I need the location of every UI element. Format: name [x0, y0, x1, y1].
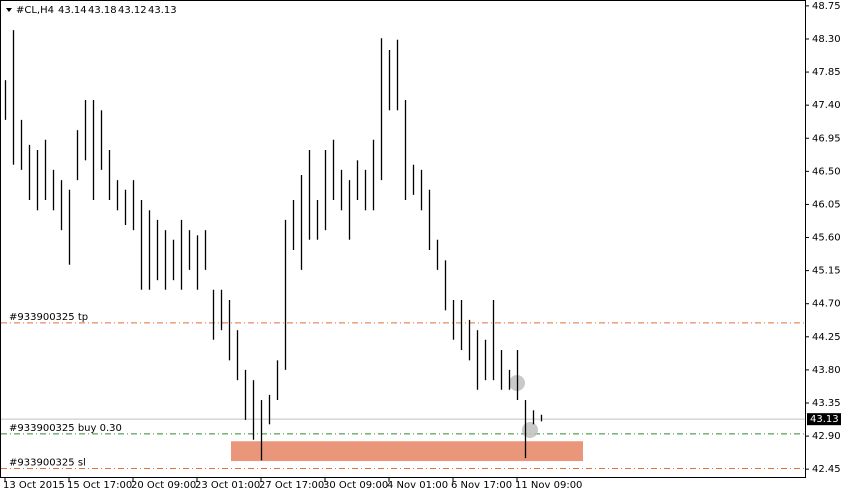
menu-arrow[interactable]	[6, 8, 12, 12]
x-tick-label: 15 Oct 17:00	[67, 480, 132, 491]
level-label: #933900325 sl	[9, 457, 86, 468]
y-tick-label: 45.60	[812, 233, 841, 244]
y-tick-label: 46.05	[812, 199, 841, 210]
header-price: 43.12	[118, 5, 147, 16]
y-tick-label: 42.45	[812, 464, 841, 475]
y-tick-label: 44.25	[812, 332, 841, 343]
x-tick-label: 20 Oct 09:00	[131, 480, 196, 491]
plot-frame	[0, 0, 806, 478]
x-tick-label: 30 Oct 09:00	[323, 480, 388, 491]
bid-label: 43.13	[810, 414, 839, 425]
y-tick-label: 47.40	[812, 100, 841, 111]
y-tick-label: 42.90	[812, 431, 841, 442]
level-label: #933900325 tp	[9, 312, 88, 323]
x-tick-label: 13 Oct 2015	[3, 480, 65, 491]
y-tick-label: 48.30	[812, 34, 841, 45]
x-tick-label: 27 Oct 17:00	[259, 480, 324, 491]
y-tick-label: 45.15	[812, 266, 841, 277]
y-tick-label: 43.80	[812, 365, 841, 376]
trade-marker	[522, 422, 538, 438]
y-tick-label: 43.35	[812, 398, 841, 409]
header-price: 43.14	[58, 5, 87, 16]
y-tick-label: 47.85	[812, 67, 841, 78]
x-tick-label: 23 Oct 01:00	[195, 480, 260, 491]
chart-title: #CL,H4	[16, 5, 54, 16]
y-tick-label: 46.95	[812, 133, 841, 144]
x-tick-label: 6 Nov 17:00	[451, 480, 512, 491]
header-price: 43.18	[88, 5, 117, 16]
level-label: #933900325 buy 0.30	[9, 423, 122, 434]
zone	[231, 441, 583, 462]
bid-box	[807, 413, 841, 426]
x-tick-label: 11 Nov 09:00	[515, 480, 582, 491]
y-tick-label: 48.75	[812, 1, 841, 12]
x-tick-label: 4 Nov 01:00	[387, 480, 448, 491]
header-price: 43.13	[148, 5, 177, 16]
y-tick-label: 44.70	[812, 299, 841, 310]
y-tick-label: 46.50	[812, 166, 841, 177]
